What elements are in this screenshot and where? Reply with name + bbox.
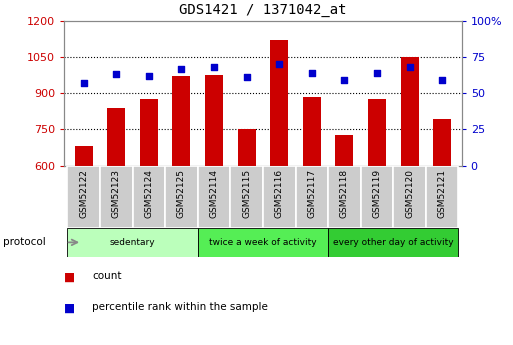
Bar: [336, 135, 353, 166]
Text: ■: ■: [64, 302, 75, 315]
Bar: [361, 166, 393, 228]
Bar: [393, 166, 426, 228]
Bar: [132, 166, 165, 228]
Text: GSM52117: GSM52117: [307, 169, 317, 218]
Text: GSM52122: GSM52122: [79, 169, 88, 218]
Text: GSM52124: GSM52124: [144, 169, 153, 218]
Point: [405, 64, 413, 70]
Bar: [303, 97, 321, 166]
Text: percentile rank within the sample: percentile rank within the sample: [92, 302, 268, 312]
Text: sedentary: sedentary: [110, 238, 155, 247]
Bar: [198, 166, 230, 228]
Bar: [263, 166, 295, 228]
Point: [210, 64, 218, 70]
Text: twice a week of activity: twice a week of activity: [209, 238, 317, 247]
Bar: [107, 108, 125, 166]
Point: [80, 80, 88, 86]
Bar: [433, 119, 451, 166]
Bar: [238, 129, 255, 166]
Text: GSM52121: GSM52121: [438, 169, 447, 218]
Bar: [100, 166, 132, 228]
Bar: [426, 166, 459, 228]
Bar: [230, 166, 263, 228]
Text: GSM52125: GSM52125: [177, 169, 186, 218]
Point: [308, 70, 316, 76]
Text: every other day of activity: every other day of activity: [333, 238, 453, 247]
Bar: [295, 166, 328, 228]
Bar: [140, 99, 158, 166]
Text: protocol: protocol: [3, 237, 45, 247]
Bar: [198, 228, 328, 257]
Bar: [172, 76, 190, 166]
Text: GSM52114: GSM52114: [209, 169, 219, 218]
Bar: [401, 57, 419, 166]
Bar: [67, 166, 100, 228]
Text: GSM52118: GSM52118: [340, 169, 349, 218]
Point: [438, 77, 446, 83]
Text: GSM52119: GSM52119: [372, 169, 382, 218]
Point: [275, 61, 283, 67]
Text: GSM52115: GSM52115: [242, 169, 251, 218]
Text: count: count: [92, 271, 122, 281]
Bar: [75, 146, 93, 166]
Bar: [328, 166, 361, 228]
Bar: [328, 228, 459, 257]
Point: [340, 77, 348, 83]
Bar: [165, 166, 198, 228]
Point: [373, 70, 381, 76]
Text: GSM52123: GSM52123: [112, 169, 121, 218]
Bar: [270, 40, 288, 166]
Bar: [368, 99, 386, 166]
Point: [177, 66, 186, 71]
Point: [145, 73, 153, 79]
Point: [112, 71, 121, 77]
Text: GSM52116: GSM52116: [274, 169, 284, 218]
Title: GDS1421 / 1371042_at: GDS1421 / 1371042_at: [179, 3, 347, 17]
Text: ■: ■: [64, 271, 75, 284]
Bar: [67, 228, 198, 257]
Bar: [205, 75, 223, 166]
Point: [243, 75, 251, 80]
Text: GSM52120: GSM52120: [405, 169, 414, 218]
